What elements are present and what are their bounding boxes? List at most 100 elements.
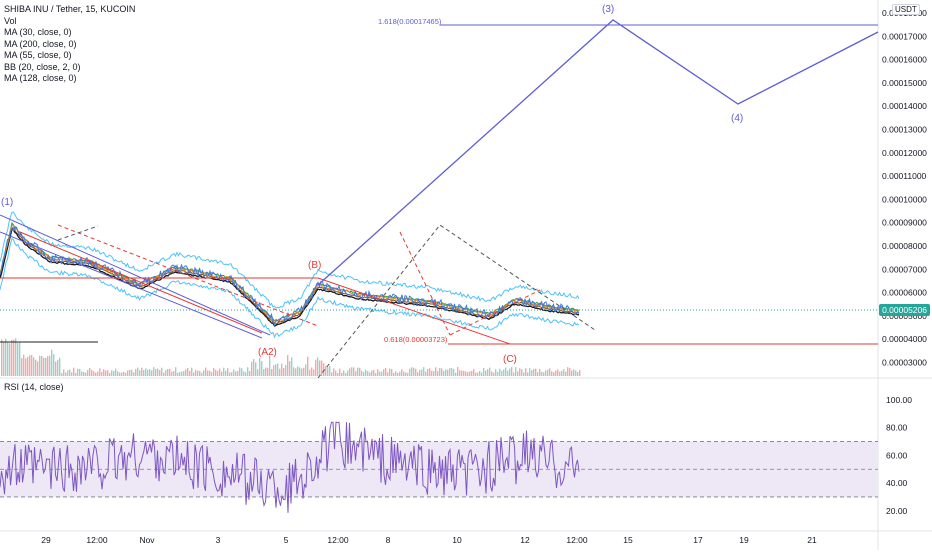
red-dashed-diag <box>399 231 451 336</box>
volume-bar <box>87 369 89 376</box>
volume-bar <box>573 369 575 376</box>
indicator-vol[interactable]: Vol <box>4 15 17 26</box>
volume-bar <box>523 372 525 376</box>
volume-bar <box>123 371 125 376</box>
volume-bar <box>257 369 259 376</box>
volume-bar <box>407 372 409 376</box>
volume-bar <box>155 369 157 376</box>
volume-bar <box>183 371 185 376</box>
volume-bar <box>3 342 5 376</box>
volume-bar <box>443 370 445 376</box>
volume-bar <box>231 372 233 376</box>
volume-bar <box>41 356 43 376</box>
volume-bar <box>481 372 483 376</box>
volume-bar <box>357 367 359 376</box>
volume-bar <box>55 361 57 376</box>
volume-bar <box>307 356 309 376</box>
volume-bar <box>279 368 281 376</box>
volume-bar <box>275 364 277 376</box>
volume-bar <box>571 370 573 376</box>
volume-bar <box>555 370 557 376</box>
volume-bar <box>313 369 315 376</box>
volume-bar <box>175 367 177 376</box>
indicator-ma128[interactable]: MA (128, close, 0) <box>4 73 77 83</box>
volume-bar <box>103 369 105 376</box>
volume-bar <box>545 370 547 376</box>
volume-bar <box>221 371 223 376</box>
volume-bar <box>373 369 375 376</box>
volume-bar <box>295 368 297 376</box>
volume-bar <box>169 368 171 376</box>
volume-bar <box>521 369 523 376</box>
volume-bar <box>235 371 237 376</box>
volume-bar <box>261 361 263 376</box>
volume-bar <box>323 363 325 376</box>
volume-bar <box>229 372 231 376</box>
volume-bar <box>537 372 539 376</box>
volume-bar <box>311 367 313 376</box>
volume-bar <box>379 371 381 376</box>
volume-bar <box>347 370 349 376</box>
indicator-ma30[interactable]: MA (30, close, 0) <box>4 27 72 37</box>
volume-bar <box>69 369 71 376</box>
volume-bar <box>453 368 455 376</box>
volume-bar <box>277 363 279 376</box>
volume-bar <box>427 368 429 376</box>
symbol-title[interactable]: SHIBA INU / Tether, 15, KUCOIN <box>4 4 136 14</box>
volume-bar <box>329 366 331 376</box>
volume-bar <box>209 370 211 376</box>
volume-bar <box>381 371 383 376</box>
volume-bar <box>111 370 113 376</box>
volume-bar <box>567 367 569 376</box>
volume-bar <box>61 372 63 376</box>
volume-bar <box>25 358 27 376</box>
volume-bar <box>321 360 323 376</box>
volume-bar <box>561 370 563 376</box>
currency-badge[interactable]: USDT <box>892 4 920 15</box>
volume-bar <box>471 370 473 376</box>
volume-bar <box>451 367 453 376</box>
volume-bar <box>327 367 329 376</box>
y-tick-label: 0.00004000 <box>882 334 927 344</box>
indicator-ma55[interactable]: MA (55, close, 0) <box>4 50 72 60</box>
volume-bar <box>439 368 441 376</box>
volume-bar <box>27 356 29 376</box>
rsi-legend[interactable]: RSI (14, close) <box>4 382 64 392</box>
volume-bar <box>477 372 479 376</box>
volume-bar <box>411 367 413 376</box>
volume-bar <box>551 371 553 376</box>
volume-bar <box>151 370 153 376</box>
volume-bar <box>403 371 405 376</box>
volume-bar <box>139 370 141 376</box>
volume-bar <box>371 370 373 376</box>
x-tick-label: 5 <box>284 535 289 545</box>
volume-bar <box>497 371 499 376</box>
x-tick-label: 12:00 <box>566 535 588 545</box>
indicator-bb[interactable]: BB (20, close, 2, 0) <box>4 61 81 72</box>
volume-bar <box>185 369 187 376</box>
volume-bar <box>71 372 73 376</box>
volume-bar <box>479 371 481 376</box>
volume-bar <box>361 370 363 376</box>
volume-bar <box>249 370 251 376</box>
volume-bar <box>225 370 227 376</box>
y-tick-label: 0.00015000 <box>882 78 927 88</box>
volume-bar <box>65 372 67 376</box>
ma55-line <box>0 221 580 322</box>
volume-bar <box>459 370 461 376</box>
volume-bar <box>505 367 507 376</box>
volume-bar <box>197 370 199 376</box>
gray-dashed-segment <box>57 225 99 241</box>
rsi-tick-label: 40.00 <box>886 478 908 488</box>
volume-bar <box>435 367 437 376</box>
indicator-ma200[interactable]: MA (200, close, 0) <box>4 38 77 49</box>
volume-bar <box>53 354 55 376</box>
volume-bar <box>145 368 147 376</box>
volume-bar <box>503 369 505 376</box>
volume-bar <box>337 372 339 376</box>
volume-bar <box>547 369 549 376</box>
volume-bar <box>33 357 35 376</box>
volume-bar <box>153 367 155 376</box>
ma30-line <box>0 224 580 322</box>
volume-bar <box>265 367 267 376</box>
